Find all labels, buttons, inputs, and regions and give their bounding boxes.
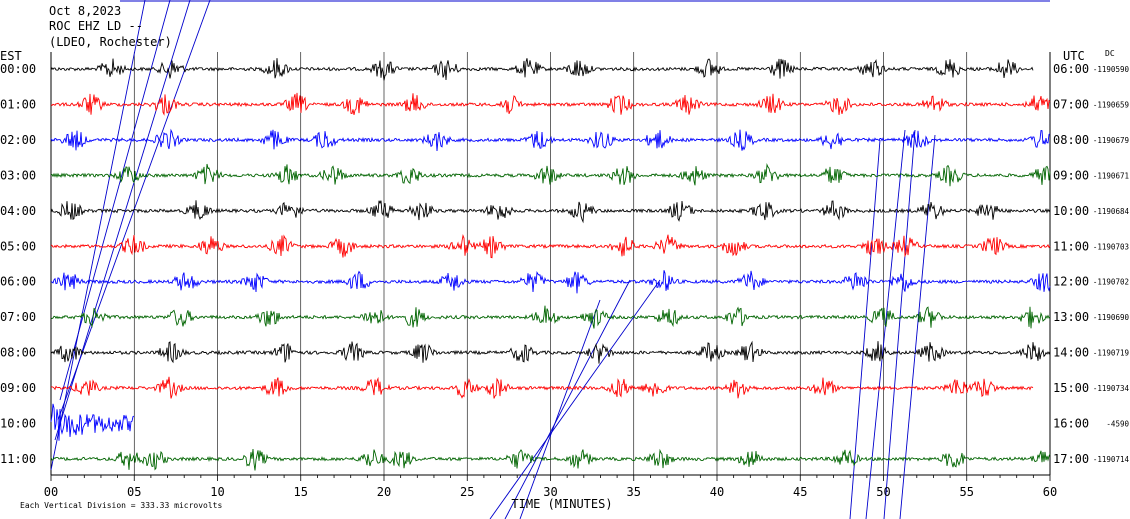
x-tick-label: 45	[793, 485, 807, 499]
overlay-line	[504, 279, 631, 519]
est-label: 03:00	[0, 168, 36, 182]
est-label: 07:00	[0, 310, 36, 324]
x-tick-label: 25	[460, 485, 474, 499]
est-label: 11:00	[0, 452, 36, 466]
trace-0300	[51, 163, 1051, 187]
x-tick-label: 20	[377, 485, 391, 499]
utc-label: 11:00	[1053, 239, 1089, 253]
overlay-line	[899, 134, 936, 519]
est-label: 08:00	[0, 346, 36, 360]
trace-0200	[50, 128, 1051, 152]
left-axis-label: EST	[0, 49, 22, 63]
x-tick-label: 40	[710, 485, 724, 499]
x-tick-label: 10	[210, 485, 224, 499]
overlay-line	[519, 299, 601, 519]
overlay-line	[865, 129, 906, 519]
utc-label: 13:00	[1053, 310, 1089, 324]
utc-label: 07:00	[1053, 97, 1089, 111]
blue-overlay-lines	[50, 0, 1050, 519]
utc-label: 12:00	[1053, 275, 1089, 289]
est-label: 09:00	[0, 381, 36, 395]
est-label: 06:00	[0, 275, 36, 289]
traces	[50, 58, 1051, 471]
est-label: 10:00	[0, 417, 36, 431]
dc-value: -1190659	[1093, 100, 1129, 109]
overlay-line	[883, 129, 916, 519]
x-tick-label: 15	[294, 485, 308, 499]
footer-note: Each Vertical Division = 333.33 microvol…	[20, 501, 222, 510]
x-tick-label: 05	[127, 485, 141, 499]
dc-value: -1190702	[1093, 278, 1129, 287]
overlay-line	[54, 0, 191, 441]
trace-0800	[50, 340, 1051, 364]
dc-value: -1190590	[1093, 65, 1130, 74]
x-tick-label: 55	[960, 485, 974, 499]
trace-1000	[50, 403, 135, 441]
trace-0700	[50, 305, 1051, 329]
est-label: 05:00	[0, 239, 36, 253]
row-labels: 00:00 06:00 -1190590 01:00 07:00 -1190659 02:0…	[0, 62, 1129, 466]
x-tick-label: 60	[1043, 485, 1057, 499]
dc-value: -1190719	[1093, 349, 1129, 358]
header-date: Oct 8,2023	[49, 4, 121, 18]
header-location: (LDEO, Rochester)	[49, 35, 172, 49]
est-label: 04:00	[0, 204, 36, 218]
utc-label: 16:00	[1053, 417, 1089, 431]
trace-0400	[50, 200, 1051, 224]
x-tick-labels: 00 05 10 15 20 25 30 35 40 45 50 55 60	[44, 485, 1057, 499]
utc-label: 06:00	[1053, 62, 1089, 76]
overlay-line	[50, 0, 146, 471]
utc-label: 10:00	[1053, 204, 1089, 218]
overlay-line	[849, 139, 881, 519]
x-tick-label: 35	[627, 485, 641, 499]
overlay-line	[489, 279, 661, 519]
labels: Oct 8,2023 ROC EHZ LD -- (LDEO, Rocheste…	[0, 4, 1129, 511]
est-label: 01:00	[0, 97, 36, 111]
x-axis-title: TIME (MINUTES)	[511, 497, 612, 511]
utc-label: 15:00	[1053, 381, 1089, 395]
dc-value: -1190671	[1093, 171, 1129, 180]
trace-0000	[50, 58, 1034, 81]
trace-0500	[50, 233, 1051, 259]
trace-0100	[50, 92, 1051, 116]
dc-value: -1190703	[1093, 242, 1129, 251]
trace-0900	[50, 376, 1034, 399]
est-label: 02:00	[0, 133, 36, 147]
est-label: 00:00	[0, 62, 36, 76]
trace-1100	[50, 448, 1051, 471]
dc-value: -1190690	[1093, 313, 1130, 322]
dc-label: DC	[1105, 49, 1115, 58]
x-tick-label: 50	[876, 485, 890, 499]
grid	[50, 52, 1051, 481]
utc-label: 08:00	[1053, 133, 1089, 147]
x-tick-label: 00	[44, 485, 58, 499]
dc-value: -1190734	[1093, 384, 1130, 393]
utc-label: 09:00	[1053, 168, 1089, 182]
dc-value: -4590	[1106, 420, 1129, 429]
utc-label: 14:00	[1053, 346, 1089, 360]
trace-0600	[50, 270, 1051, 294]
x-tick-label: 30	[543, 485, 557, 499]
right-axis-label: UTC	[1063, 49, 1085, 63]
header-station: ROC EHZ LD --	[49, 19, 143, 33]
overlay-line	[59, 0, 171, 401]
dc-value: -1190684	[1093, 207, 1130, 216]
dc-value: -1190679	[1093, 136, 1129, 145]
utc-label: 17:00	[1053, 452, 1089, 466]
dc-value: -1190714	[1093, 455, 1130, 464]
